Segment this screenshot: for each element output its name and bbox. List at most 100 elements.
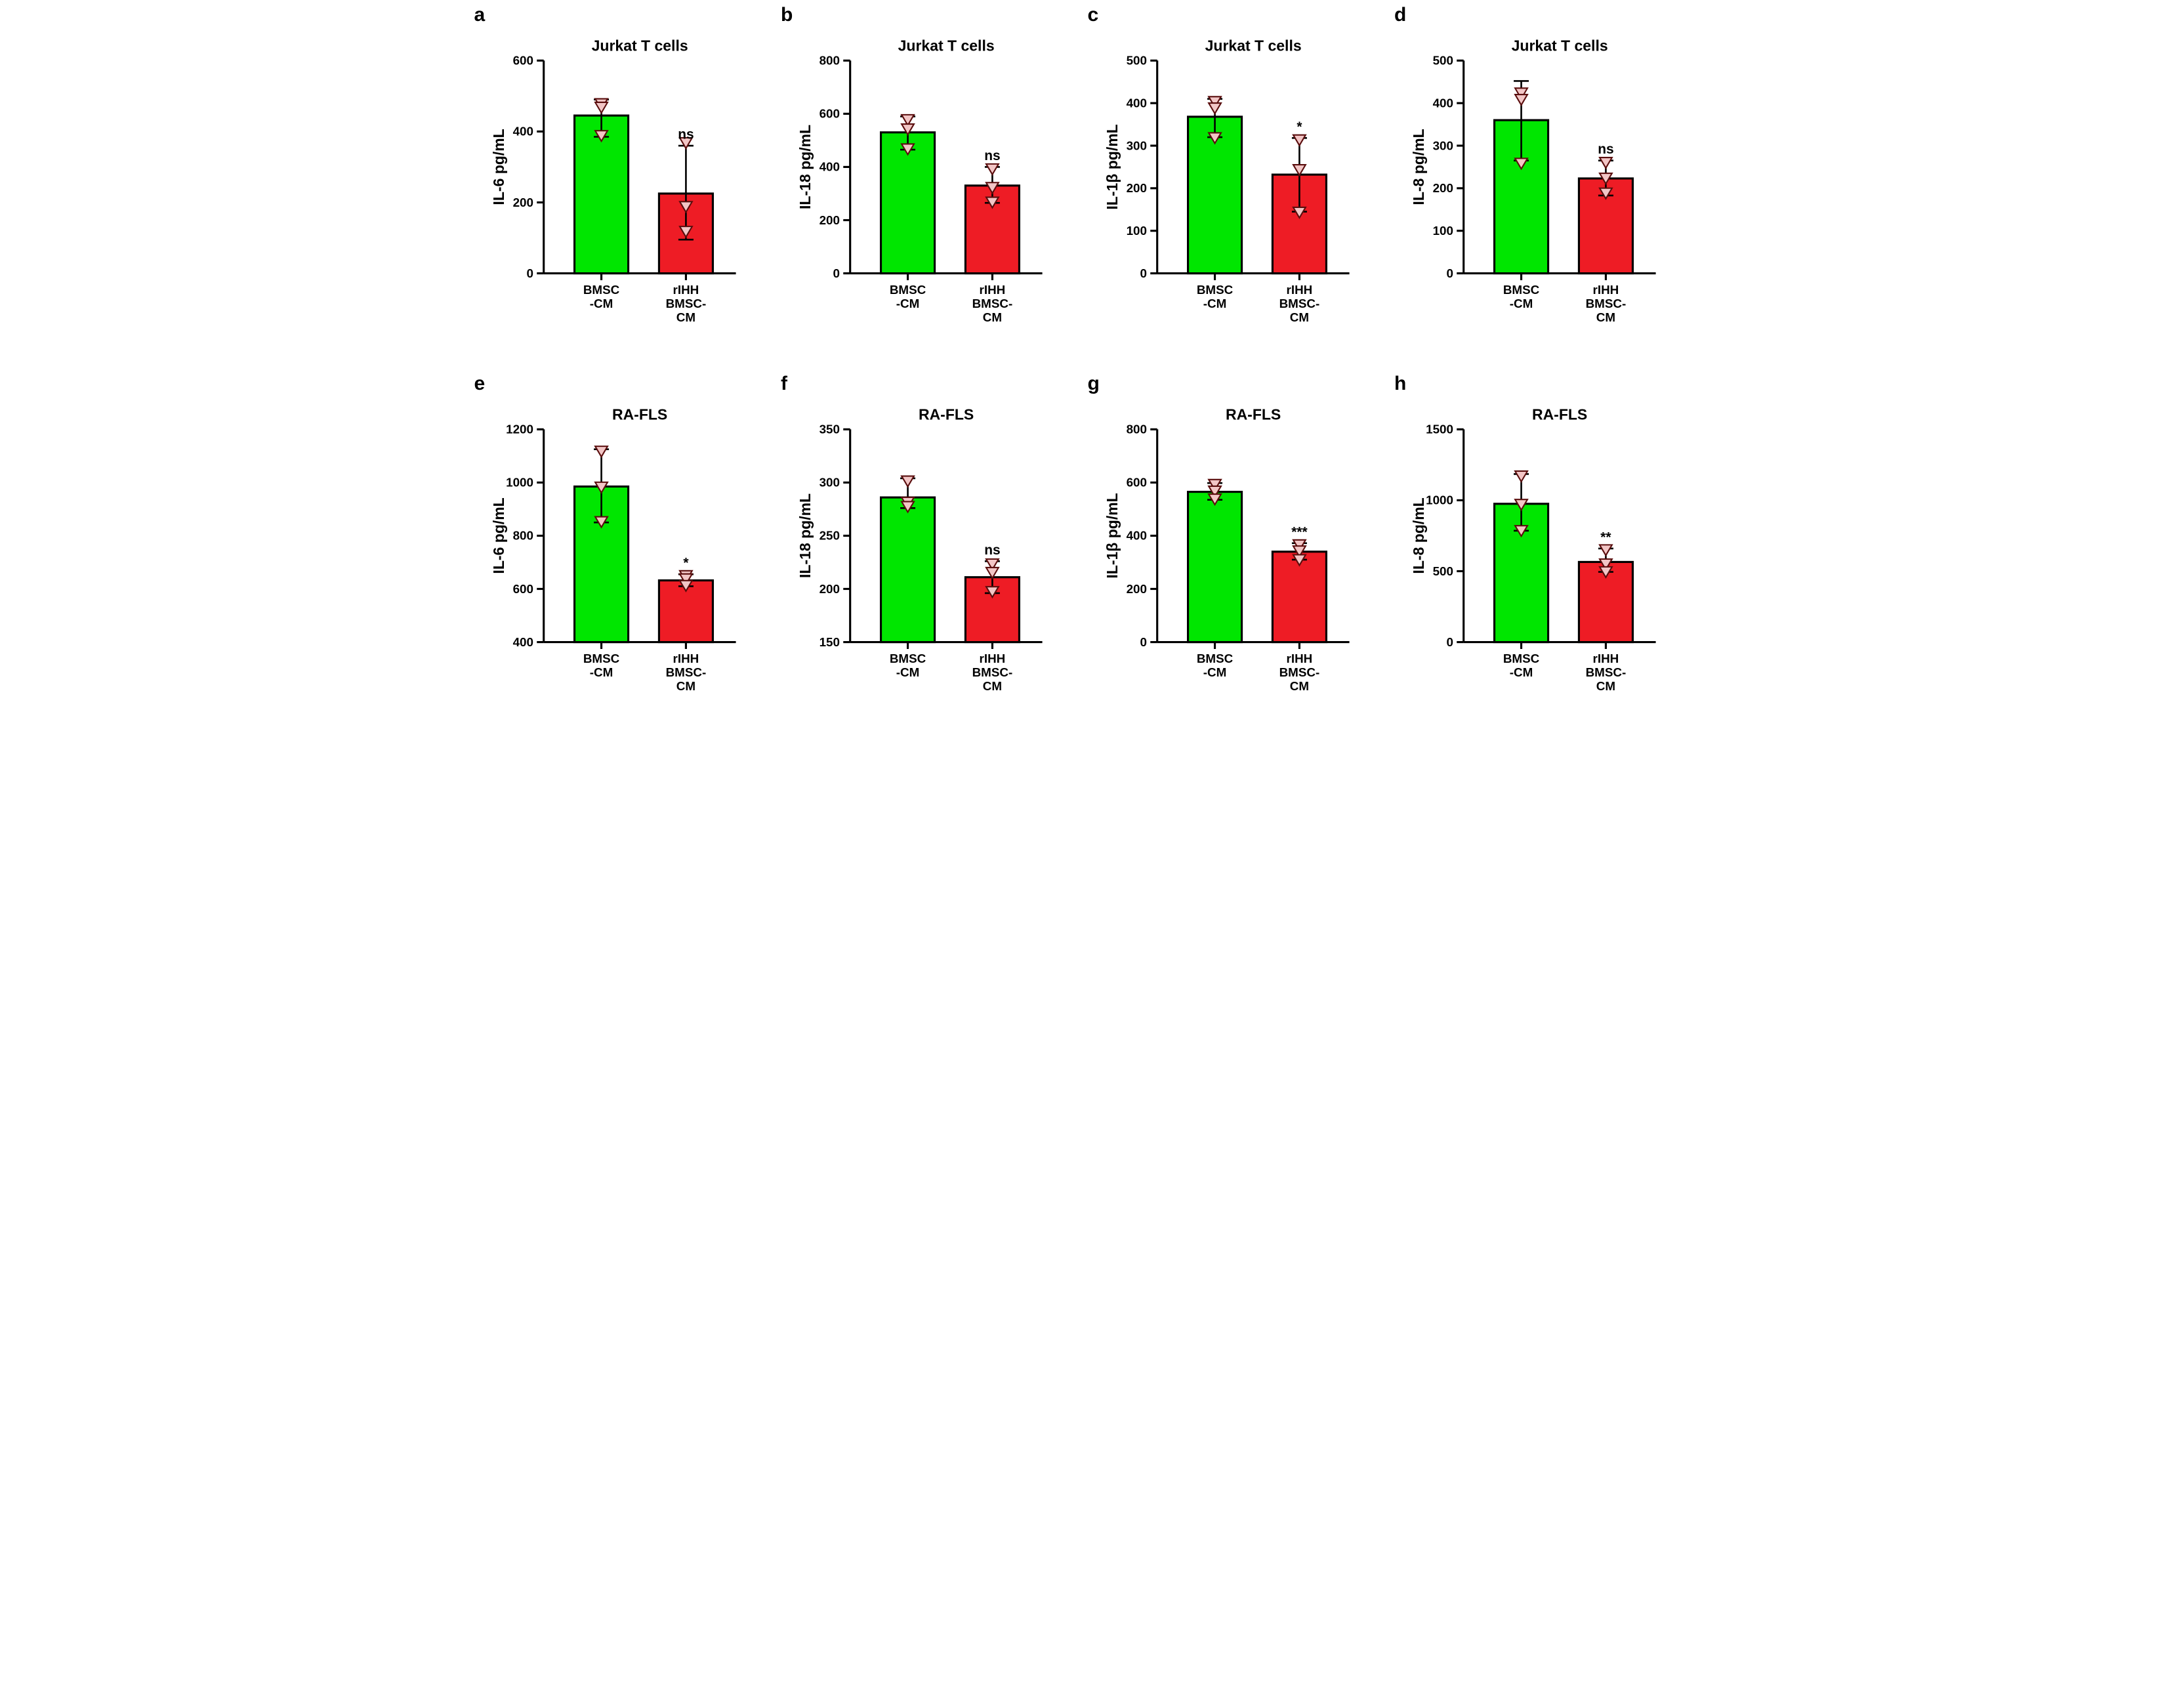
y-tick-label: 200 [1126,181,1146,195]
y-axis-label: IL-18 pg/mL [797,493,814,578]
x-tick-label: BMSC-CM [583,652,619,679]
y-axis-label: IL-1β pg/mL [1104,493,1121,578]
chart-b: Jurkat T cells0200400600800IL-18 pg/mL n… [795,26,1056,356]
x-tick-label: rIHHBMSC-CM [972,283,1013,324]
y-axis-label: IL-8 pg/mL [1410,129,1427,205]
y-tick-label: 400 [1126,529,1146,543]
panel-a: aJurkat T cells0200400600IL-6 pg/mL nsBM… [489,26,750,356]
y-tick-label: 200 [820,213,840,227]
data-point-marker [1293,135,1306,146]
y-tick-label: 150 [820,635,840,649]
significance-label: ns [1598,142,1613,157]
y-tick-label: 200 [1126,582,1146,596]
y-axis-label: IL-1β pg/mL [1104,124,1121,209]
y-tick-label: 800 [820,54,840,68]
chart-a: Jurkat T cells0200400600IL-6 pg/mL nsBMS… [489,26,750,356]
panel-letter: f [781,373,787,395]
y-tick-label: 500 [1433,564,1453,578]
y-tick-label: 500 [1433,54,1453,68]
chart-title: RA-FLS [919,406,974,423]
panel-h: hRA-FLS050010001500IL-8 pg/mL **BMSC-CMr… [1409,395,1670,724]
panel-b: bJurkat T cells0200400600800IL-18 pg/mL … [795,26,1056,356]
y-tick-label: 0 [1447,635,1453,649]
y-tick-label: 800 [1126,423,1146,436]
chart-f: RA-FLS 150 200 250 300 350 IL-18 pg/mL ns BMSC-… [795,395,1056,724]
y-tick-label: 100 [1433,224,1453,238]
y-tick-label: 200 [1433,181,1453,195]
y-tick-label: 200 [820,582,840,596]
x-tick-label: BMSC-CM [583,283,619,310]
panel-d: dJurkat T cells0100200300400500IL-8 pg/m… [1409,26,1670,356]
data-point-marker [1209,103,1221,114]
x-tick-label: rIHHBMSC-CM [665,283,706,324]
y-tick-label: 400 [512,635,533,649]
data-point-marker [595,102,608,113]
panel-letter: d [1394,4,1406,26]
y-tick-label: 600 [1126,476,1146,489]
x-tick-label: rIHHBMSC-CM [1586,283,1627,324]
significance-label: ns [984,148,1000,163]
y-axis-label: IL-6 pg/mL [490,497,507,573]
y-tick-label: 600 [820,107,840,121]
y-tick-label: 0 [833,266,840,280]
panel-letter: h [1394,373,1406,395]
chart-title: Jurkat T cells [591,37,688,54]
chart-title: RA-FLS [1532,406,1587,423]
chart-title: Jurkat T cells [1205,37,1301,54]
data-point-marker [986,164,999,175]
y-tick-label: 350 [820,423,840,436]
y-tick-label: 1000 [506,476,533,489]
panel-letter: b [781,4,793,26]
x-tick-label: BMSC-CM [1503,652,1540,679]
data-point-marker [1515,94,1527,105]
x-tick-label: rIHHBMSC-CM [1279,652,1319,693]
bar-bmsc [881,497,935,642]
data-point-marker [1515,471,1527,482]
panel-letter: e [474,373,486,395]
data-point-marker [595,446,608,457]
x-tick-label: BMSC-CM [890,283,926,310]
chart-title: Jurkat T cells [898,37,995,54]
bar-bmsc [1188,492,1241,642]
panel-c: cJurkat T cells0100200300400500IL-1β pg/… [1102,26,1363,356]
y-tick-label: 400 [1126,96,1146,110]
y-tick-label: 1500 [1426,423,1453,436]
panel-e: eRA-FLS40060080010001200IL-6 pg/mL *BMSC… [489,395,750,724]
chart-title: RA-FLS [612,406,667,423]
y-tick-label: 400 [512,125,533,138]
x-tick-label: BMSC-CM [1196,283,1233,310]
y-axis-label: IL-8 pg/mL [1410,497,1427,573]
y-tick-label: 500 [1126,54,1146,68]
y-axis-label: IL-6 pg/mL [490,129,507,205]
y-tick-label: 400 [820,160,840,174]
panel-f: fRA-FLS150200250300350IL-18 pg/mL nsBMSC… [795,395,1056,724]
y-tick-label: 300 [820,476,840,489]
significance-label: ns [984,543,1000,558]
significance-label: ** [1600,530,1611,545]
panel-letter: c [1088,4,1099,26]
chart-e: RA-FLS40060080010001200IL-6 pg/mL *BMSC-… [489,395,750,724]
x-tick-label: BMSC-CM [1503,283,1540,310]
panel-g: gRA-FLS0200400600800IL-1β pg/mL ***BMSC-… [1102,395,1363,724]
x-tick-label: rIHHBMSC-CM [1279,283,1319,324]
panel-letter: g [1088,373,1100,395]
x-tick-label: BMSC-CM [890,652,926,679]
chart-h: RA-FLS 0 500 1000 1500 IL-8 pg/mL ** BMSC-CM rI… [1409,395,1670,724]
y-tick-label: 600 [512,582,533,596]
y-tick-label: 250 [820,529,840,543]
y-tick-label: 1200 [506,423,533,436]
y-tick-label: 300 [1126,138,1146,152]
y-tick-label: 1000 [1426,493,1453,507]
figure-grid: aJurkat T cells0200400600IL-6 pg/mL nsBM… [489,26,1670,724]
significance-label: ns [678,127,694,142]
y-tick-label: 0 [1140,635,1146,649]
x-tick-label: BMSC-CM [1196,652,1233,679]
significance-label: *** [1291,524,1308,539]
x-tick-label: rIHHBMSC-CM [1586,652,1627,693]
significance-label: * [1297,119,1302,135]
y-tick-label: 800 [512,529,533,543]
y-tick-label: 400 [1433,96,1453,110]
y-tick-label: 0 [1447,266,1453,280]
y-tick-label: 100 [1126,224,1146,238]
data-point-marker [1600,545,1612,555]
